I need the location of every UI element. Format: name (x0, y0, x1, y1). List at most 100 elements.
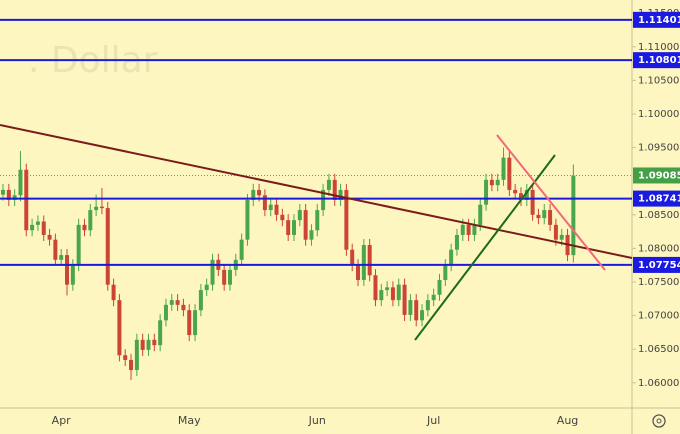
y-tick-label: 1.06500 (638, 344, 679, 355)
candle-body (245, 200, 250, 240)
candle-body (466, 224, 471, 235)
trend-line (414, 154, 556, 341)
candle-body (210, 259, 215, 285)
y-tick-label: 1.08000 (638, 243, 679, 254)
candle-body (472, 224, 477, 235)
candle-body (321, 189, 326, 211)
candle-body (437, 279, 442, 295)
candle-body (414, 300, 419, 321)
candle-body (367, 245, 372, 276)
level-label-box (633, 11, 680, 28)
x-tick-label: Jul (426, 414, 440, 427)
level-label-box (633, 190, 680, 207)
candle-body (315, 210, 320, 231)
candle-body (257, 189, 262, 196)
level-label: 1.08741 (638, 194, 680, 205)
candle-body (484, 179, 489, 205)
candle-body (344, 189, 349, 250)
y-tick-label: 1.09500 (638, 143, 679, 154)
candle-body (379, 290, 384, 301)
y-tick-label: 1.11000 (638, 42, 679, 53)
y-tick-label: 1.06000 (638, 378, 679, 389)
candle-body (501, 157, 506, 180)
candle-body (402, 284, 407, 315)
candle-body (158, 320, 163, 346)
trend-line (496, 134, 606, 271)
x-tick-label: May (178, 414, 201, 427)
candle-body (460, 224, 465, 235)
candle-body (507, 157, 512, 190)
candle-body (280, 214, 285, 221)
candle-body (30, 224, 35, 231)
candle-body (18, 169, 23, 196)
candle-body (169, 300, 174, 305)
candle-body (390, 287, 395, 301)
candle-body (59, 255, 64, 260)
candle-body (88, 210, 93, 231)
price-axis: 1.115001.110001.105001.100001.095001.085… (52, 8, 680, 427)
candle-body (24, 169, 29, 231)
candle-body (140, 339, 145, 350)
candle-body (478, 204, 483, 225)
candle-body (268, 204, 273, 211)
candle-body (571, 175, 576, 256)
candle-body (129, 359, 134, 371)
y-tick-label: 1.10500 (638, 75, 679, 86)
trend-line (0, 124, 633, 259)
candle-body (420, 310, 425, 321)
y-tick-label: 1.07000 (638, 311, 679, 322)
candle-body (297, 210, 302, 221)
candle-body (82, 224, 87, 231)
settings-icon-center (656, 418, 662, 424)
settings-icon[interactable] (652, 414, 666, 428)
candle-body (35, 221, 40, 225)
candle-body (454, 234, 459, 250)
candle-body (262, 195, 267, 211)
candle-body (350, 249, 355, 266)
candle-body (396, 284, 401, 301)
candle-body (70, 265, 75, 285)
candle-body (152, 339, 157, 346)
candle-body (251, 189, 256, 201)
candle-body (239, 239, 244, 260)
candle-body (489, 179, 494, 186)
candle-body (274, 204, 279, 215)
last-price-label: 1.09085 (638, 170, 680, 181)
y-tick-label: 1.07500 (638, 277, 679, 288)
candle-body (431, 294, 436, 301)
candle-body (6, 189, 11, 201)
candle-body (530, 189, 535, 215)
candle-body (123, 355, 128, 360)
candle-body (524, 189, 529, 201)
candle-body (111, 284, 116, 301)
candle-body (175, 300, 180, 305)
x-tick-label: Aug (557, 414, 578, 427)
candle-body (361, 245, 366, 280)
candle-body (356, 265, 361, 280)
candle-body (385, 287, 390, 291)
candle-body (198, 290, 203, 311)
candle-body (187, 310, 192, 336)
candle-body (449, 249, 454, 266)
candle-body (41, 221, 46, 235)
level-label-box (633, 256, 680, 273)
candle-body (94, 206, 99, 211)
candle-body (204, 284, 209, 291)
candle-body (117, 300, 122, 356)
candle-body (1, 189, 5, 195)
candle-body (286, 220, 291, 235)
y-tick-label: 1.08500 (638, 210, 679, 221)
candle-body (495, 179, 500, 186)
last-price-box (633, 167, 680, 184)
level-label-box (633, 52, 680, 69)
x-tick-label: Jun (308, 414, 326, 427)
y-tick-label: 1.10000 (638, 109, 679, 120)
candle-body (542, 210, 547, 219)
candle-body (332, 179, 337, 201)
candle-body (309, 230, 314, 240)
candle-body (373, 275, 378, 301)
candle-body (425, 300, 430, 311)
candle-body (553, 224, 558, 240)
